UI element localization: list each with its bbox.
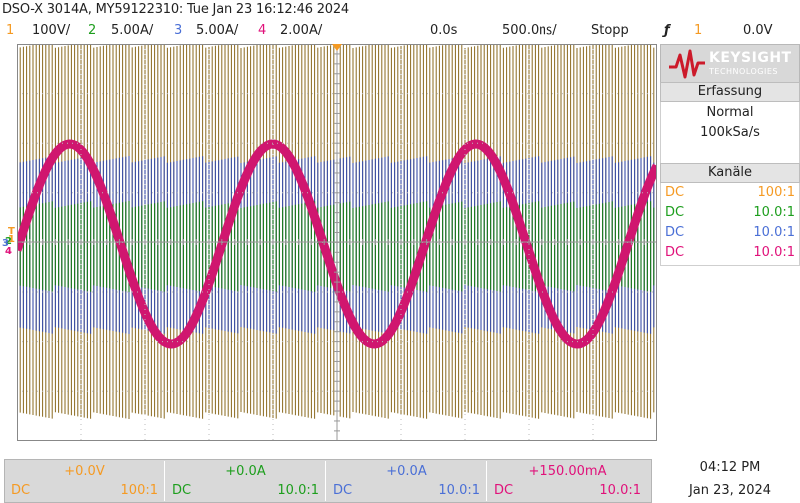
trigger-level-marker[interactable]: T — [8, 226, 15, 237]
ch4-summary[interactable]: +150.00mA DC 10.0:1 — [488, 461, 647, 501]
window-title: DSO-X 3014A, MY59122310: Tue Jan 23 16:1… — [2, 2, 350, 17]
trigger-edge-icon: ƒ — [664, 23, 670, 38]
ch3-probe: 10.0:1 — [753, 225, 795, 240]
ch2-summary-probe: 10.0:1 — [277, 483, 319, 498]
ch4-ground-marker[interactable]: 4 — [5, 246, 12, 257]
ch4-coupling: DC — [665, 245, 685, 260]
run-state[interactable]: Stopp — [591, 23, 629, 38]
ch2-number[interactable]: 2 — [88, 23, 97, 38]
ch3-summary[interactable]: +0.0A DC 10.0:1 — [327, 461, 487, 501]
ch1-ground-marker[interactable]: 1 — [8, 234, 15, 245]
waveform-graticule — [17, 44, 657, 441]
ch2-summary-coupling: DC — [172, 483, 192, 498]
channels-header[interactable]: Kanäle — [660, 163, 800, 183]
trigger-position-marker — [332, 44, 342, 51]
waveform-display[interactable]: T 1 2 3 4 — [2, 44, 657, 441]
clock-time: 04:12 PM — [699, 460, 761, 475]
acquisition-mode: Normal — [706, 105, 754, 120]
acquisition-header[interactable]: Erfassung — [660, 82, 800, 102]
ch3-summary-probe: 10.0:1 — [438, 483, 480, 498]
ch2-probe: 10.0:1 — [753, 205, 795, 220]
ch4-probe: 10.0:1 — [753, 245, 795, 260]
ch1-summary-coupling: DC — [11, 483, 31, 498]
brand-sub: TECHNOLOGIES — [709, 67, 778, 76]
ch2-offset: +0.0A — [225, 464, 266, 479]
sample-rate: 100kSa/s — [700, 125, 760, 140]
ch4-summary-coupling: DC — [494, 483, 514, 498]
side-panel: KEYSIGHT TECHNOLOGIES Erfassung Normal 1… — [660, 44, 800, 280]
brand-name: KEYSIGHT — [709, 50, 792, 66]
trigger-level[interactable]: 0.0V — [743, 23, 773, 38]
ch3-ground-marker[interactable]: 3 — [2, 238, 9, 249]
ch1-probe: 100:1 — [757, 185, 795, 200]
ch1-scale[interactable]: 100V/ — [32, 23, 71, 38]
ch4-number[interactable]: 4 — [258, 23, 267, 38]
horizontal-delay[interactable]: 0.0s — [430, 23, 458, 38]
ch2-ground-marker[interactable]: 2 — [5, 236, 12, 247]
ch3-number[interactable]: 3 — [174, 23, 183, 38]
ch4-summary-probe: 10.0:1 — [599, 483, 641, 498]
ch3-summary-coupling: DC — [333, 483, 353, 498]
channel-row-3[interactable]: DC 10.0:1 — [661, 223, 799, 243]
ch3-coupling: DC — [665, 225, 685, 240]
ch2-coupling: DC — [665, 205, 685, 220]
keysight-logo: KEYSIGHT TECHNOLOGIES — [660, 44, 800, 86]
ch1-number[interactable]: 1 — [6, 23, 15, 38]
ch2-scale[interactable]: 5.00A/ — [111, 23, 154, 38]
status-bar: 1 100V/ 2 5.00A/ 3 5.00A/ 4 2.00A/ 0.0s … — [0, 21, 800, 41]
ch3-scale[interactable]: 5.00A/ — [196, 23, 239, 38]
ch3-offset: +0.0A — [386, 464, 427, 479]
ch2-summary[interactable]: +0.0A DC 10.0:1 — [166, 461, 326, 501]
trigger-source[interactable]: 1 — [694, 23, 703, 38]
ch1-summary[interactable]: +0.0V DC 100:1 — [5, 461, 165, 501]
ch1-coupling: DC — [665, 185, 685, 200]
timebase-scale[interactable]: 500.0㎱/ — [502, 23, 557, 38]
clock-date: Jan 23, 2024 — [688, 483, 772, 498]
channel-row-4[interactable]: DC 10.0:1 — [661, 243, 799, 263]
channel-summary-bar: +0.0V DC 100:1 +0.0A DC 10.0:1 +0.0A DC … — [4, 459, 652, 503]
ch1-summary-probe: 100:1 — [120, 483, 158, 498]
acquisition-panel: Normal 100kSa/s — [660, 102, 800, 167]
channel-row-1[interactable]: DC 100:1 — [661, 183, 799, 203]
channels-panel: DC 100:1 DC 10.0:1 DC 10.0:1 DC 10.0:1 — [660, 183, 800, 266]
keysight-wave-icon — [669, 49, 705, 79]
ch2-trace — [17, 201, 655, 292]
channel-row-2[interactable]: DC 10.0:1 — [661, 203, 799, 223]
ch1-offset: +0.0V — [64, 464, 105, 479]
ch4-scale[interactable]: 2.00A/ — [280, 23, 323, 38]
ch4-offset: +150.00mA — [528, 464, 607, 479]
